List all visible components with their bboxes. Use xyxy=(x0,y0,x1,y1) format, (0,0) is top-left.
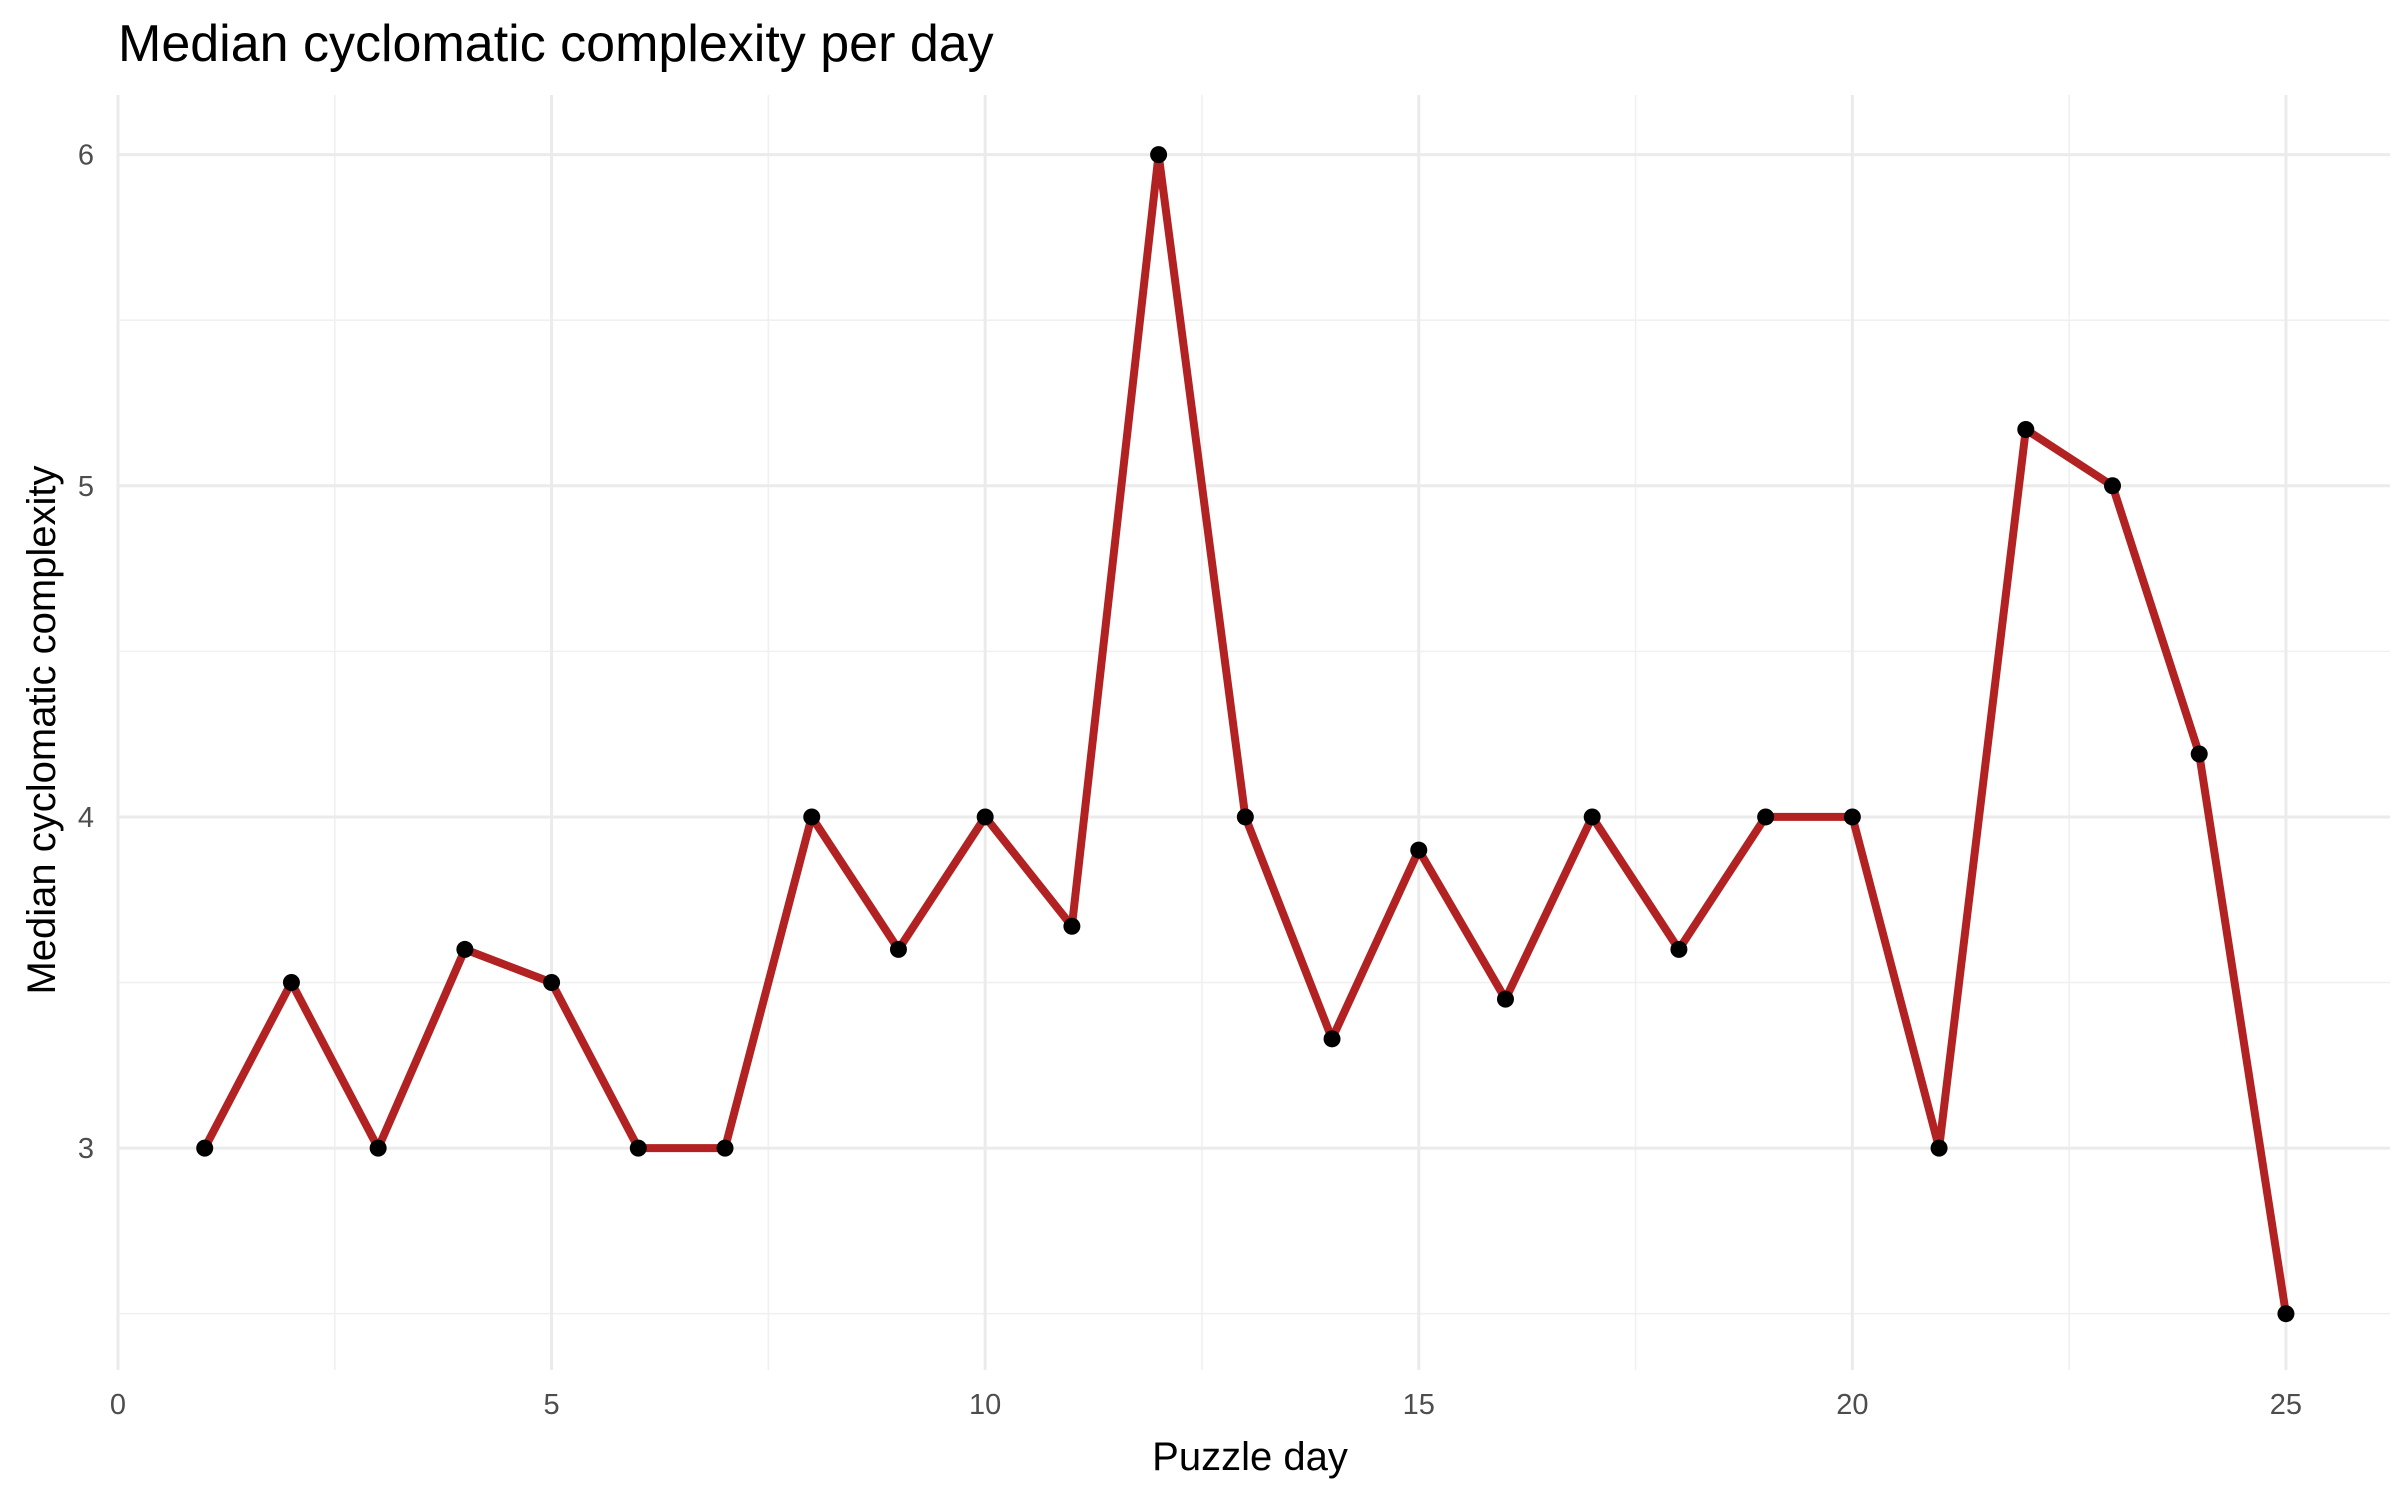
data-point xyxy=(1323,1030,1341,1048)
minor-gridlines xyxy=(118,95,2390,1370)
data-point xyxy=(2017,420,2035,438)
data-point xyxy=(543,974,561,992)
data-point xyxy=(716,1139,734,1157)
major-gridlines xyxy=(116,95,2390,1370)
data-point xyxy=(2104,477,2122,495)
y-tick-label: 3 xyxy=(78,1133,94,1165)
y-axis-tick-labels: 3 4 5 6 xyxy=(78,140,94,1166)
data-point xyxy=(1063,917,1081,935)
x-tick-label: 20 xyxy=(1836,1389,1868,1421)
data-point xyxy=(803,808,821,826)
data-point xyxy=(2277,1305,2295,1323)
data-point xyxy=(282,974,300,992)
data-points xyxy=(196,146,2295,1323)
data-point xyxy=(1670,940,1688,958)
data-point xyxy=(369,1139,387,1157)
data-point xyxy=(629,1139,647,1157)
series-line-group xyxy=(200,150,2290,1318)
data-point xyxy=(2190,745,2208,763)
chart-title: Median cyclomatic complexity per day xyxy=(118,15,994,73)
data-point xyxy=(196,1139,214,1157)
x-tick-label: 15 xyxy=(1403,1389,1435,1421)
y-tick-label: 4 xyxy=(78,802,94,834)
x-axis-tick-labels: 0 5 10 15 20 25 xyxy=(110,1389,2302,1421)
data-point xyxy=(1496,990,1514,1008)
data-point xyxy=(1930,1139,1948,1157)
x-tick-label: 5 xyxy=(544,1389,560,1421)
data-point xyxy=(1150,146,1168,164)
data-point xyxy=(1583,808,1601,826)
data-point xyxy=(976,808,994,826)
y-axis-title: Median cyclomatic complexity xyxy=(20,465,64,994)
data-point xyxy=(456,940,474,958)
data-point xyxy=(1757,808,1775,826)
y-tick-label: 6 xyxy=(78,140,94,172)
series-line xyxy=(200,150,2290,1318)
data-point xyxy=(889,940,907,958)
data-point xyxy=(1410,841,1428,859)
data-point xyxy=(1843,808,1861,826)
data-point xyxy=(1236,808,1254,826)
x-tick-label: 10 xyxy=(969,1389,1001,1421)
x-axis-title: Puzzle day xyxy=(1152,1435,1348,1479)
x-tick-label: 0 xyxy=(110,1389,126,1421)
y-tick-label: 5 xyxy=(78,471,94,503)
x-tick-label: 25 xyxy=(2270,1389,2302,1421)
